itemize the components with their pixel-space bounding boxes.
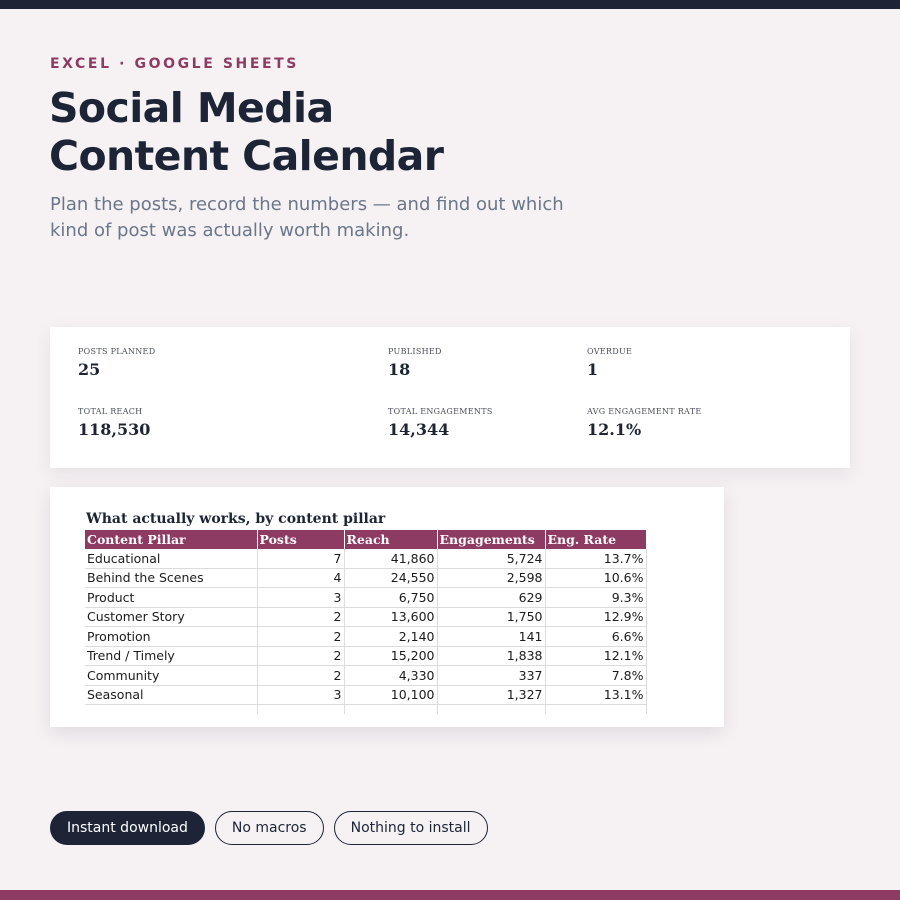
cell-eng-rate: 6.6% <box>545 626 647 647</box>
badge-instant-download: Instant download <box>50 811 205 845</box>
cell-eng-rate: 13.7% <box>545 549 647 569</box>
cell-engagements: 1,750 <box>437 607 546 627</box>
cell-pillar: Trend / Timely <box>85 646 258 666</box>
cell-reach: 13,600 <box>344 607 438 627</box>
page-title-line-2: Content Calendar <box>49 132 444 180</box>
stat-value: 1 <box>587 360 599 379</box>
stat-total-reach: TOTAL REACH 118,530 <box>78 407 150 440</box>
empty-cell <box>437 704 546 714</box>
column-header-posts: Posts <box>257 530 345 549</box>
table-row: Community 2 4,330 337 7.8% <box>85 665 647 686</box>
cell-engagements: 5,724 <box>437 549 546 569</box>
cell-pillar: Seasonal <box>85 685 258 705</box>
stat-label: TOTAL REACH <box>78 407 143 416</box>
cell-engagements: 141 <box>437 626 546 647</box>
cell-pillar: Community <box>85 665 258 686</box>
stat-published: PUBLISHED 18 <box>388 347 442 380</box>
page-subtitle: Plan the posts, record the numbers — and… <box>50 194 564 241</box>
stat-value: 12.1% <box>587 420 642 439</box>
cell-eng-rate: 12.1% <box>545 646 647 666</box>
cell-posts: 7 <box>257 549 345 569</box>
cell-reach: 24,550 <box>344 568 438 588</box>
table-row: Seasonal 3 10,100 1,327 13.1% <box>85 685 647 705</box>
bottom-accent-bar <box>0 890 900 900</box>
cell-posts: 2 <box>257 646 345 666</box>
cell-reach: 6,750 <box>344 587 438 608</box>
cell-pillar: Promotion <box>85 626 258 647</box>
cell-eng-rate: 9.3% <box>545 587 647 608</box>
cell-eng-rate: 7.8% <box>545 665 647 686</box>
cell-posts: 2 <box>257 607 345 627</box>
pillar-table-title: What actually works, by content pillar <box>86 511 386 527</box>
table-row: Promotion 2 2,140 141 6.6% <box>85 626 647 647</box>
table-row: Product 3 6,750 629 9.3% <box>85 587 647 608</box>
column-header-pillar: Content Pillar <box>85 530 258 549</box>
cell-pillar: Behind the Scenes <box>85 568 258 588</box>
cell-pillar: Customer Story <box>85 607 258 627</box>
stat-value: 118,530 <box>78 420 151 439</box>
platform-eyebrow: EXCEL · GOOGLE SHEETS <box>50 56 299 72</box>
top-accent-bar <box>0 0 900 9</box>
stat-value: 25 <box>78 360 101 379</box>
empty-cell <box>85 704 258 714</box>
stat-posts-planned: POSTS PLANNED 25 <box>78 347 155 380</box>
cell-reach: 4,330 <box>344 665 438 686</box>
table-header-row: Content Pillar Posts Reach Engagements E… <box>85 530 646 549</box>
stat-overdue: OVERDUE 1 <box>587 347 632 380</box>
stat-value: 18 <box>388 360 411 379</box>
stat-label: TOTAL ENGAGEMENTS <box>388 407 493 416</box>
cell-posts: 4 <box>257 568 345 588</box>
cell-engagements: 1,838 <box>437 646 546 666</box>
empty-cell <box>257 704 345 714</box>
cell-engagements: 337 <box>437 665 546 686</box>
table-row: Trend / Timely 2 15,200 1,838 12.1% <box>85 646 647 666</box>
cell-posts: 3 <box>257 685 345 705</box>
cell-reach: 41,860 <box>344 549 438 569</box>
stat-value: 14,344 <box>388 420 450 439</box>
cell-eng-rate: 12.9% <box>545 607 647 627</box>
cell-posts: 3 <box>257 587 345 608</box>
stat-label: POSTS PLANNED <box>78 347 156 356</box>
cell-posts: 2 <box>257 665 345 686</box>
cell-pillar: Product <box>85 587 258 608</box>
cell-reach: 15,200 <box>344 646 438 666</box>
column-header-eng-rate: Eng. Rate <box>545 530 646 549</box>
cell-reach: 2,140 <box>344 626 438 647</box>
stat-avg-engagement-rate: AVG ENGAGEMENT RATE 12.1% <box>587 407 701 440</box>
page-title: Social Media Content Calendar <box>49 84 444 180</box>
empty-cell <box>344 704 438 714</box>
cell-pillar: Educational <box>85 549 258 569</box>
feature-badges: Instant download No macros Nothing to in… <box>50 811 488 845</box>
badge-nothing-to-install: Nothing to install <box>333 811 488 845</box>
stat-label: PUBLISHED <box>388 347 442 356</box>
kpi-summary-card: POSTS PLANNED 25 PUBLISHED 18 OVERDUE 1 … <box>50 327 850 468</box>
pillar-table-card: What actually works, by content pillar C… <box>50 487 724 727</box>
cell-eng-rate: 13.1% <box>545 685 647 705</box>
cell-engagements: 1,327 <box>437 685 546 705</box>
stat-label: OVERDUE <box>587 347 633 356</box>
cell-eng-rate: 10.6% <box>545 568 647 588</box>
empty-cell <box>545 704 647 714</box>
table-row: Customer Story 2 13,600 1,750 12.9% <box>85 607 647 627</box>
table-row-empty <box>85 704 647 714</box>
stat-total-engagements: TOTAL ENGAGEMENTS 14,344 <box>388 407 493 440</box>
cell-engagements: 629 <box>437 587 546 608</box>
cell-engagements: 2,598 <box>437 568 546 588</box>
cell-reach: 10,100 <box>344 685 438 705</box>
page-title-line-1: Social Media <box>49 84 334 132</box>
table-row: Educational 7 41,860 5,724 13.7% <box>85 549 647 569</box>
stat-label: AVG ENGAGEMENT RATE <box>587 407 702 416</box>
column-header-reach: Reach <box>344 530 438 549</box>
column-header-engagements: Engagements <box>437 530 546 549</box>
cell-posts: 2 <box>257 626 345 647</box>
table-row: Behind the Scenes 4 24,550 2,598 10.6% <box>85 568 647 588</box>
badge-no-macros: No macros <box>214 811 324 845</box>
pillar-table: Content Pillar Posts Reach Engagements E… <box>85 530 647 714</box>
